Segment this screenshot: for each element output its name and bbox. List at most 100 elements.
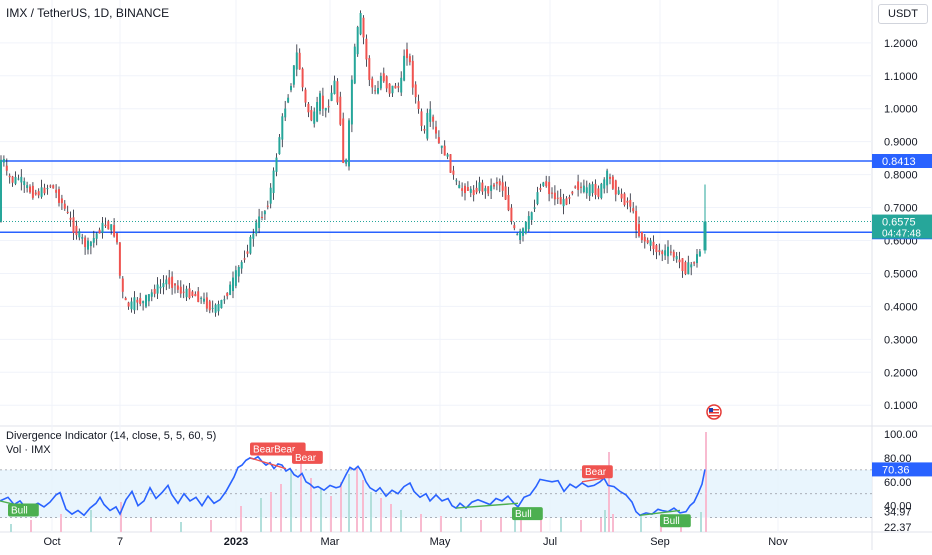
candle-body bbox=[52, 185, 55, 189]
candle-body bbox=[658, 250, 661, 252]
flag-stripe bbox=[709, 415, 719, 417]
candle-body bbox=[284, 108, 287, 118]
candle-body bbox=[150, 292, 153, 297]
candle-body bbox=[440, 145, 443, 148]
candle-body bbox=[443, 145, 446, 156]
last-price-label: 0.6575 bbox=[882, 217, 916, 229]
candle-body bbox=[501, 182, 504, 191]
candle-body bbox=[565, 198, 568, 205]
candle-body bbox=[229, 284, 232, 295]
volume-bar bbox=[612, 514, 614, 532]
candle-body bbox=[0, 159, 2, 222]
candle-body bbox=[629, 199, 632, 207]
rsi-band bbox=[0, 469, 872, 519]
candle-body bbox=[646, 239, 649, 243]
candle-body bbox=[159, 286, 162, 289]
horizontal-line-tag bbox=[872, 154, 932, 169]
indicator-tick-label: 22.37 bbox=[884, 522, 912, 534]
candle-body bbox=[638, 224, 640, 237]
candle-body bbox=[278, 137, 281, 155]
candle-body bbox=[330, 92, 333, 101]
candle-body bbox=[266, 205, 269, 207]
volume-bar bbox=[560, 518, 562, 532]
candle-body bbox=[626, 200, 629, 203]
price-axis[interactable]: 1.20001.10001.00000.90000.80000.70000.60… bbox=[872, 38, 932, 412]
volume-bar bbox=[362, 480, 364, 532]
time-tick-label: 7 bbox=[117, 536, 123, 548]
volume-bar bbox=[370, 492, 372, 532]
candle-body bbox=[388, 83, 391, 94]
candle-body bbox=[298, 52, 301, 70]
last-price-tag bbox=[872, 214, 932, 239]
price-tick-label: 1.1000 bbox=[884, 71, 918, 83]
candle-body bbox=[49, 185, 52, 187]
indicator-tick-label: 60.00 bbox=[884, 477, 912, 489]
candle-body bbox=[339, 96, 342, 125]
candle-body bbox=[519, 230, 522, 240]
candle-body bbox=[287, 97, 290, 103]
bull-label-text: Bull bbox=[11, 505, 28, 516]
candle-body bbox=[484, 188, 487, 192]
candle-body bbox=[118, 242, 121, 276]
volume-bar bbox=[580, 520, 582, 532]
currency-button[interactable]: USDT bbox=[878, 4, 928, 24]
candle-body bbox=[582, 185, 585, 193]
candle-body bbox=[133, 297, 136, 311]
chart-title: IMX / TetherUS, 1D, BINANCE bbox=[6, 6, 170, 20]
volume-bar bbox=[90, 510, 92, 532]
candle-body bbox=[69, 217, 72, 220]
candle-body bbox=[408, 56, 411, 63]
candle-body bbox=[490, 185, 493, 191]
candle-body bbox=[588, 184, 591, 196]
candle-body bbox=[585, 187, 588, 194]
time-tick-label: Mar bbox=[321, 536, 340, 548]
candle-body bbox=[220, 300, 223, 309]
candle-body bbox=[432, 116, 435, 122]
candle-body bbox=[17, 178, 20, 180]
candle-body bbox=[524, 221, 527, 234]
time-axis[interactable]: Oct 7 2023 Mar May Jul Sep Nov bbox=[43, 536, 788, 548]
candle-body bbox=[333, 80, 336, 94]
candle-body bbox=[182, 291, 185, 293]
candle-body bbox=[304, 89, 307, 103]
candle-body bbox=[252, 233, 255, 239]
candle-body bbox=[292, 65, 295, 85]
candle-body bbox=[464, 185, 466, 194]
candle-body bbox=[176, 285, 179, 290]
volume-bar bbox=[390, 504, 392, 532]
price-tick-label: 1.0000 bbox=[884, 104, 918, 116]
time-tick-label: Nov bbox=[768, 536, 788, 548]
candle-body bbox=[487, 186, 490, 194]
candle-body bbox=[139, 298, 142, 304]
volume-bar bbox=[440, 516, 442, 532]
candle-body bbox=[551, 192, 553, 194]
candle-body bbox=[452, 170, 455, 175]
candle-body bbox=[556, 197, 559, 199]
us-flag-icon[interactable] bbox=[706, 404, 722, 420]
bull-label-box bbox=[512, 507, 543, 521]
candle-body bbox=[336, 81, 339, 103]
candle-body bbox=[368, 58, 371, 80]
candle-body bbox=[397, 86, 400, 88]
candle-body bbox=[37, 191, 40, 196]
indicator-tick-label: 34.97 bbox=[884, 507, 912, 519]
price-tick-label: 0.5000 bbox=[884, 268, 918, 280]
countdown-label: 04:47:48 bbox=[882, 229, 921, 240]
volume-bar bbox=[210, 520, 212, 532]
candle-body bbox=[258, 216, 261, 228]
rsi-series bbox=[0, 455, 706, 517]
horizontal-line-label: 0.8413 bbox=[882, 156, 916, 168]
divergence-line bbox=[249, 457, 287, 470]
candle-body bbox=[635, 210, 638, 231]
candle-body bbox=[345, 159, 348, 164]
candle-body bbox=[411, 60, 414, 88]
volume-bar bbox=[260, 498, 262, 532]
candle-body bbox=[469, 188, 472, 193]
last-candle-body bbox=[703, 221, 707, 251]
time-tick-label: Jul bbox=[543, 536, 557, 548]
candle-body bbox=[594, 183, 597, 195]
volume-bar bbox=[514, 512, 516, 532]
candle-body bbox=[571, 191, 574, 194]
